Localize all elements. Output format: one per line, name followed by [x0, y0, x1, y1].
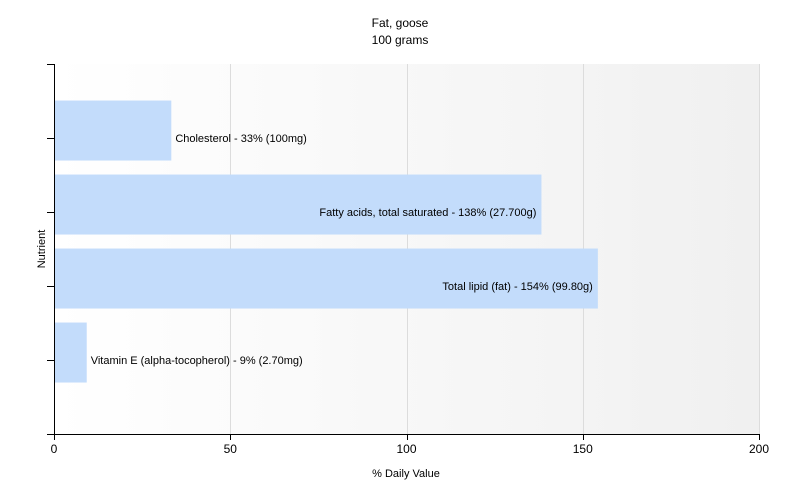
bar-3 [55, 322, 87, 383]
x-tick-label-2: 100 [396, 442, 416, 456]
bars [55, 100, 598, 383]
bar-label-1: Fatty acids, total saturated - 138% (27.… [319, 207, 536, 219]
bar-label-2: Total lipid (fat) - 154% (99.80g) [442, 281, 592, 293]
x-tick-label-4: 200 [749, 442, 769, 456]
chart-title: Fat, goose [372, 16, 429, 30]
bar-1 [55, 174, 542, 235]
axes: 0 50 100 150 200 [47, 64, 769, 456]
x-tick-label-3: 150 [573, 442, 593, 456]
x-tick-label-1: 50 [224, 442, 238, 456]
y-axis-title: Nutrient [36, 230, 48, 269]
x-tick-label-0: 0 [51, 442, 58, 456]
chart-subtitle: 100 grams [372, 33, 429, 47]
bar-label-0: Cholesterol - 33% (100mg) [175, 133, 306, 145]
x-axis-title: % Daily Value [372, 468, 440, 480]
bar-label-3: Vitamin E (alpha-tocopherol) - 9% (2.70m… [91, 355, 303, 367]
bar-2 [55, 248, 598, 309]
bar-0 [55, 100, 172, 161]
bar-labels: Cholesterol - 33% (100mg) Fatty acids, to… [91, 133, 593, 367]
